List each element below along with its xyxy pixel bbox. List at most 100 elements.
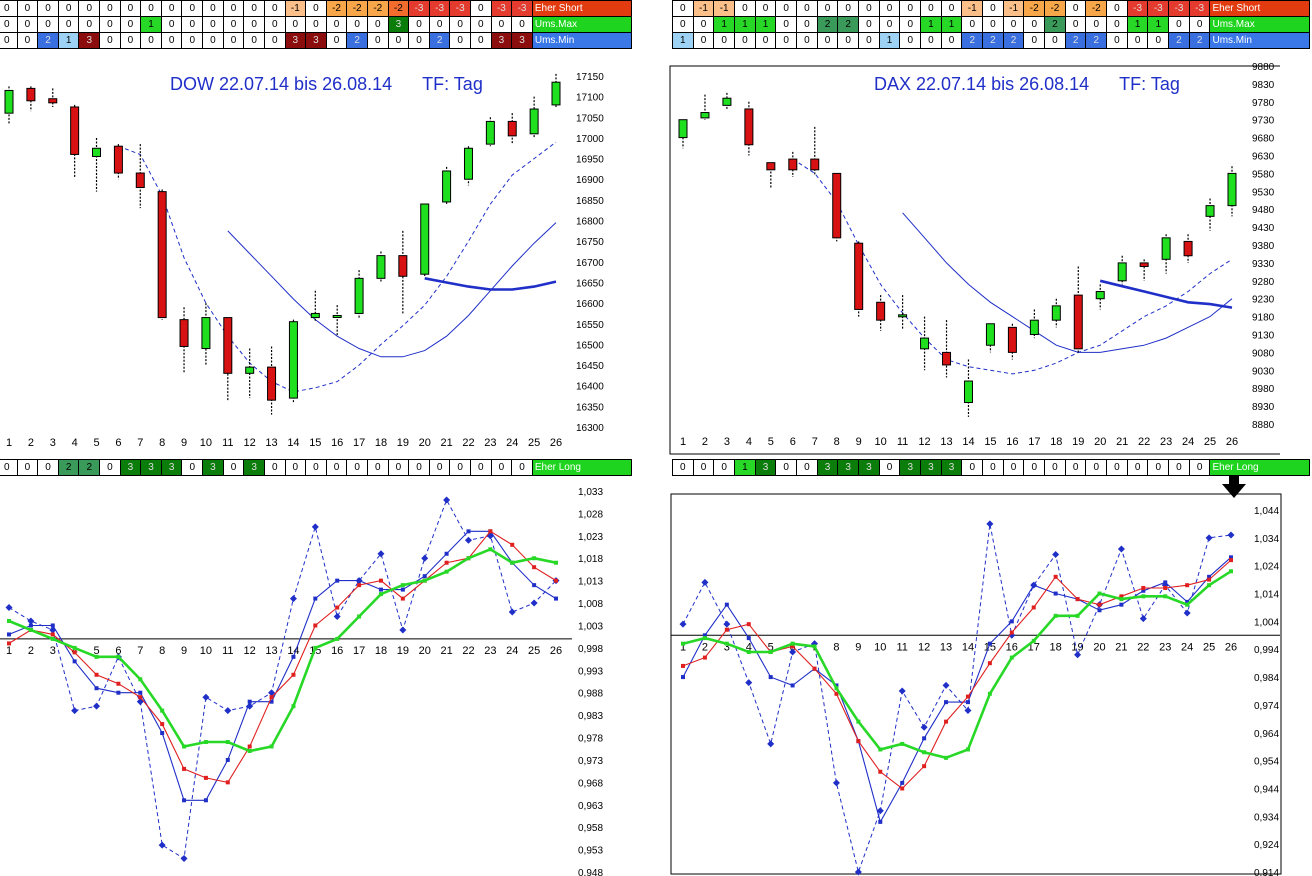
grid-cell: 0 — [920, 0, 942, 17]
data-point — [94, 672, 99, 677]
grid-cell: 0 — [119, 16, 142, 33]
x-tick-label: 7 — [812, 436, 818, 448]
y-tick-label: 9030 — [1252, 366, 1275, 377]
x-tick-label: 5 — [93, 645, 99, 657]
grid-cell: 3 — [305, 32, 327, 49]
y-tick-label: 16650 — [576, 278, 604, 289]
data-point — [681, 675, 685, 680]
grid-cell: -3 — [1168, 0, 1190, 17]
data-point — [444, 569, 449, 574]
grid-cell: 0 — [346, 16, 368, 33]
data-point — [1229, 555, 1233, 560]
data-point — [723, 620, 731, 628]
data-point — [136, 698, 144, 706]
grid-row-label: Eher Short — [1209, 0, 1310, 17]
grid-cell: 0 — [1023, 459, 1046, 476]
data-point — [335, 636, 340, 641]
grid-cell: 0 — [222, 16, 245, 33]
grid-cell: 0 — [387, 32, 410, 49]
grid-cell: 0 — [982, 459, 1004, 476]
dax-title-text: DAX 22.07.14 bis 26.08.14 — [874, 74, 1090, 94]
grid-cell: 0 — [1002, 16, 1025, 33]
data-point — [746, 650, 751, 655]
y-tick-label: 0,944 — [1254, 784, 1279, 795]
data-point — [767, 740, 775, 748]
x-tick-label: 2 — [702, 436, 708, 448]
data-point — [1075, 613, 1080, 618]
y-tick-label: 0,993 — [578, 666, 603, 677]
x-tick-label: 13 — [265, 437, 277, 449]
data-point — [944, 700, 949, 705]
data-point — [965, 694, 970, 699]
x-tick-label: 23 — [484, 645, 496, 657]
x-tick-label: 15 — [984, 436, 996, 448]
grid-cell: 0 — [1064, 16, 1087, 33]
y-tick-label: 16850 — [576, 196, 604, 207]
grid-cell: 0 — [16, 459, 39, 476]
candle-body — [1095, 291, 1105, 300]
grid-cell: 0 — [775, 16, 798, 33]
grid-cell: 0 — [490, 459, 513, 476]
x-tick-label: 15 — [309, 437, 321, 449]
candle-body — [1139, 262, 1149, 267]
x-tick-label: 20 — [1094, 436, 1106, 448]
data-point — [7, 641, 11, 646]
dow-ratio-chart: 0,948 0,953 0,958 0,963 0,968 0,973 0,978 0,983… — [0, 480, 612, 876]
y-tick-label: 0,953 — [578, 846, 603, 857]
grid-cell: 0 — [796, 459, 818, 476]
data-point — [856, 739, 861, 744]
x-tick-label: 12 — [918, 641, 930, 653]
candle-body — [376, 255, 386, 279]
data-point — [422, 574, 427, 579]
y-tick-label: 1,023 — [578, 532, 603, 543]
indicator-line — [902, 212, 1233, 353]
grid-row-label: Eher Short — [531, 0, 633, 17]
y-tick-label: 16400 — [576, 382, 604, 393]
data-point — [746, 636, 751, 641]
data-point — [854, 868, 862, 876]
x-tick-label: 4 — [72, 437, 78, 449]
data-point — [1097, 591, 1102, 596]
x-tick-label: 20 — [419, 645, 431, 657]
data-point — [1163, 594, 1168, 599]
data-point — [532, 565, 537, 570]
grid-cell: 3 — [816, 459, 839, 476]
x-tick-label: 16 — [331, 437, 343, 449]
indicator-line — [424, 277, 557, 291]
grid-cell: 0 — [305, 0, 327, 17]
grid-cell: 0 — [78, 16, 101, 33]
grid-cell: 0 — [1064, 0, 1087, 17]
grid-cell: 0 — [511, 16, 533, 33]
x-tick-label: 13 — [940, 641, 952, 653]
series-line — [682, 556, 1232, 824]
x-tick-label: 18 — [375, 437, 387, 449]
y-tick-label: 1,034 — [1254, 534, 1279, 545]
candle-body — [135, 172, 145, 188]
dow-candle-chart: 16300 16350 16400 16450 16500 16550 16600 16650… — [0, 56, 612, 452]
data-point — [400, 587, 405, 592]
data-point — [878, 819, 883, 824]
data-point — [333, 613, 341, 621]
grid-cell: 0 — [160, 0, 183, 17]
grid-cell: 0 — [428, 16, 451, 33]
dow-tf-text: TF: Tag — [422, 74, 483, 94]
grid-cell: 1 — [734, 459, 756, 476]
data-point — [702, 633, 707, 638]
grid-cell: 3 — [837, 459, 860, 476]
x-tick-label: 9 — [181, 437, 187, 449]
data-point — [247, 744, 252, 749]
grid-cell: 0 — [816, 32, 839, 49]
grid-cell: 0 — [1106, 32, 1128, 49]
data-point — [1031, 638, 1036, 643]
grid-cell: 0 — [366, 16, 389, 33]
grid-cell: 0 — [1002, 459, 1025, 476]
data-point — [444, 551, 449, 556]
x-tick-label: 26 — [1226, 436, 1238, 448]
grid-row: 1 0 0 0 0 0 0 0 0 0 1 0 0 0 2 2 2 0 0 2 2 0 0 0 2 2 Ums.Min — [672, 32, 1310, 49]
x-tick-label: 10 — [874, 641, 886, 653]
grid-cell: 0 — [470, 32, 492, 49]
data-point — [1052, 551, 1060, 559]
grid-cell: 0 — [119, 32, 142, 49]
candle-body — [700, 112, 710, 119]
grid-cell: 2 — [837, 16, 860, 33]
